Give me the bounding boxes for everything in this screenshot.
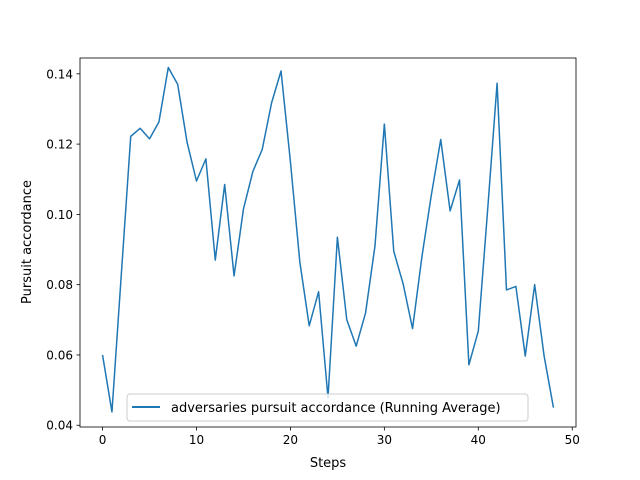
x-tick-label: 20 [283,433,298,447]
x-tick-label: 30 [377,433,392,447]
x-axis-label: Steps [310,456,347,471]
legend-box [126,393,529,422]
y-axis-ticks: 0.04 0.06 0.08 0.10 0.12 0.14 [46,67,80,433]
y-axis-label: Pursuit accordance [20,180,35,304]
axes-frame [79,57,577,428]
x-tick-label: 40 [471,433,486,447]
legend-entry-label: adversaries pursuit accordance (Running … [171,401,501,416]
x-tick-label: 10 [189,433,204,447]
x-axis-ticks: 0 10 20 30 40 50 [99,427,580,447]
legend: adversaries pursuit accordance (Running … [126,393,529,422]
y-tick-label: 0.04 [46,419,73,433]
y-tick-label: 0.14 [46,67,73,81]
y-tick-label: 0.12 [46,138,73,152]
y-tick-label: 0.06 [46,348,73,362]
y-tick-label: 0.10 [46,208,73,222]
y-tick-label: 0.08 [46,278,73,292]
x-tick-label: 0 [99,433,107,447]
x-tick-label: 50 [565,433,580,447]
